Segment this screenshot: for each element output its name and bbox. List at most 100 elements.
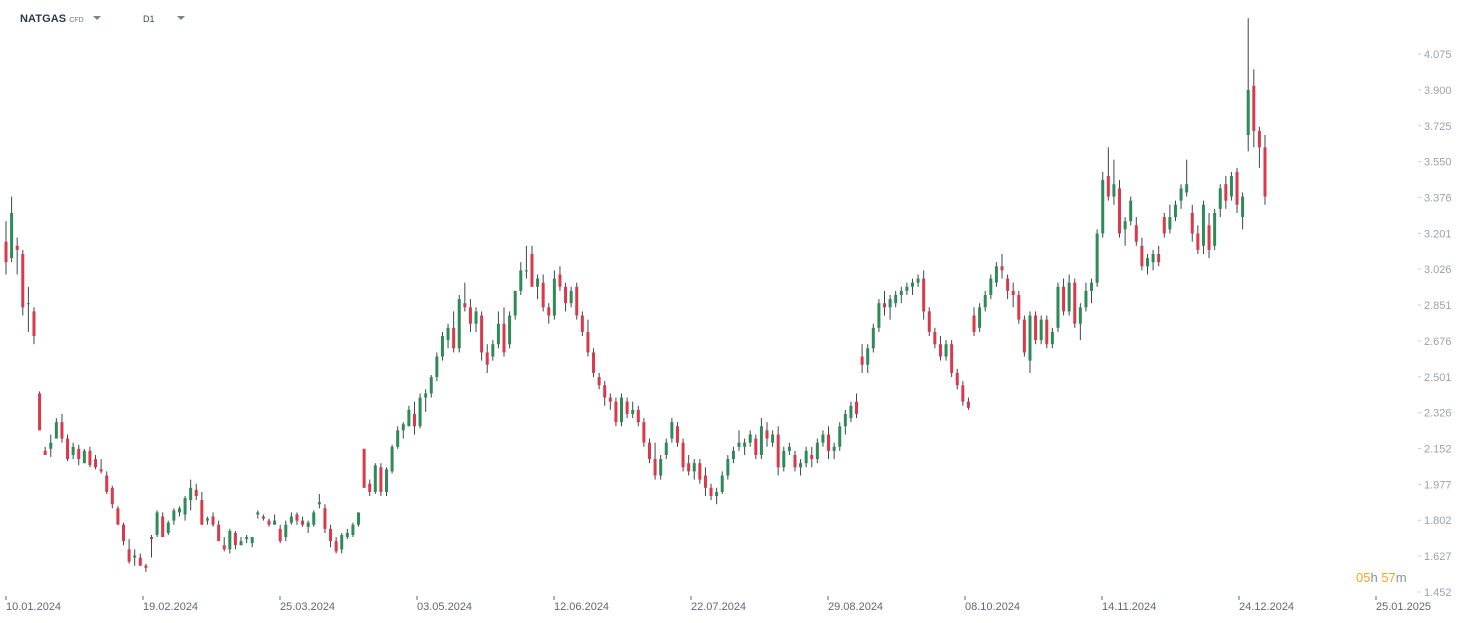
candle-down xyxy=(1022,319,1026,353)
candle-up xyxy=(250,537,254,544)
candle-up xyxy=(340,534,344,550)
candle-down xyxy=(21,253,25,308)
candle-up xyxy=(1185,184,1189,193)
candle-up xyxy=(910,282,914,287)
y-tick-label: 3.550 xyxy=(1424,157,1452,169)
candle-down xyxy=(603,385,607,398)
candle-down xyxy=(127,549,131,562)
candle-down xyxy=(541,282,545,308)
candle-up xyxy=(177,508,181,513)
candle-up xyxy=(491,344,495,357)
candle-down xyxy=(412,413,416,427)
candle-up xyxy=(289,516,293,523)
candle-up xyxy=(720,475,724,492)
candle-up xyxy=(1213,212,1217,246)
candle-up xyxy=(1241,196,1245,218)
candle-down xyxy=(1006,278,1010,291)
candle-up xyxy=(1173,204,1177,218)
candle-down xyxy=(592,352,596,373)
candle-down xyxy=(614,401,618,423)
candle-down xyxy=(261,516,265,519)
candle-up xyxy=(552,278,556,316)
symbol-dropdown-icon[interactable] xyxy=(92,16,101,20)
candle-down xyxy=(855,401,859,414)
candle-up xyxy=(1112,184,1116,197)
candle-up xyxy=(978,307,982,328)
candle-down xyxy=(1034,315,1038,341)
x-tick-label: 14.11.2024 xyxy=(1102,601,1156,613)
candle-up xyxy=(424,393,428,398)
candle-up xyxy=(384,469,388,492)
candle-down xyxy=(94,459,98,468)
candle-down xyxy=(765,430,769,439)
candle-up xyxy=(446,327,450,341)
candle-up xyxy=(474,311,478,324)
candle-down xyxy=(32,311,36,337)
candle-up xyxy=(731,450,735,460)
candle-up xyxy=(1078,307,1082,324)
candle-up xyxy=(317,502,321,505)
candle-down xyxy=(211,516,215,525)
candle-up xyxy=(877,303,881,328)
candle-up xyxy=(256,512,260,515)
candle-up xyxy=(631,409,635,414)
x-tick-label: 29.08.2024 xyxy=(828,601,883,613)
candle-down xyxy=(972,315,976,332)
candle-down xyxy=(4,241,8,263)
candle-down xyxy=(793,454,797,468)
candle-up xyxy=(715,491,719,497)
timeframe-selector[interactable]: D1 xyxy=(143,8,185,30)
candle-up xyxy=(401,424,405,431)
y-tick-label: 1.627 xyxy=(1424,551,1452,563)
candle-down xyxy=(653,459,657,476)
candle-down xyxy=(1257,130,1261,148)
y-tick-label: 1.802 xyxy=(1424,515,1452,527)
candle-up xyxy=(1179,188,1183,201)
candle-up xyxy=(1028,315,1032,361)
candle-down xyxy=(810,454,814,460)
candle-down xyxy=(564,286,568,304)
candle-down xyxy=(144,565,148,568)
y-tick-label: 2.152 xyxy=(1424,443,1452,455)
candle-down xyxy=(675,426,679,443)
candle-up xyxy=(536,278,540,287)
candle-down xyxy=(955,372,959,386)
candle-up xyxy=(284,524,288,538)
candle-down xyxy=(1207,225,1211,250)
candle-down xyxy=(379,467,383,492)
candle-down xyxy=(38,393,42,431)
candle-down xyxy=(922,278,926,312)
y-tick-label: 3.725 xyxy=(1424,121,1452,133)
candle-up xyxy=(815,442,819,460)
candle-up xyxy=(273,520,277,525)
candle-up xyxy=(748,434,752,443)
candle-up xyxy=(1084,290,1088,308)
candle-up xyxy=(390,446,394,472)
candle-up xyxy=(1145,258,1149,267)
candle-down xyxy=(687,463,691,472)
symbol-selector[interactable]: NATGAS CFD xyxy=(20,8,101,30)
candle-up xyxy=(994,266,998,283)
candle-down xyxy=(116,508,120,525)
x-tick-label: 24.12.2024 xyxy=(1239,601,1294,613)
candle-down xyxy=(110,487,114,505)
x-tick-label: 25.03.2024 xyxy=(280,601,335,613)
candle-up xyxy=(1101,180,1105,234)
y-tick-label: 3.900 xyxy=(1424,85,1452,97)
candle-down xyxy=(233,532,237,546)
candle-down xyxy=(15,245,19,250)
candle-up xyxy=(524,270,528,272)
candle-up xyxy=(54,422,58,439)
candle-up xyxy=(569,290,573,304)
timeframe-dropdown-icon[interactable] xyxy=(176,16,185,20)
y-tick-label: 1.452 xyxy=(1424,587,1452,599)
candle-up xyxy=(357,512,361,525)
x-tick-label: 25.01.2025 xyxy=(1376,601,1431,613)
candle-up xyxy=(989,278,993,296)
candle-up xyxy=(759,426,763,455)
candle-down xyxy=(950,344,954,373)
candle-up xyxy=(306,522,310,527)
x-tick-label: 12.06.2024 xyxy=(554,601,609,613)
candle-down xyxy=(194,489,198,497)
